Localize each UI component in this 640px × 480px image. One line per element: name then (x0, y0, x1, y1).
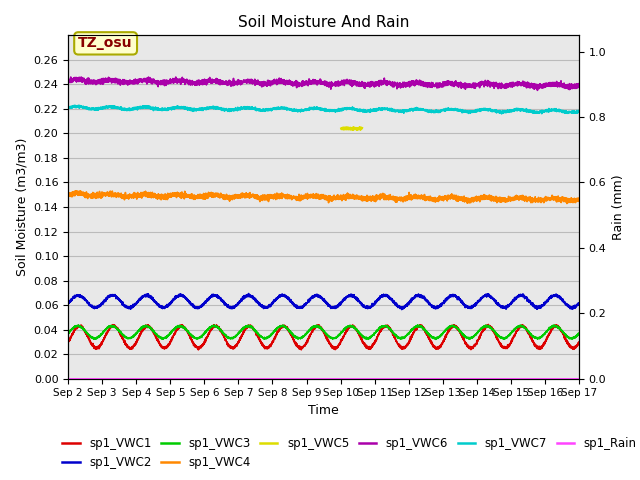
Title: Soil Moisture And Rain: Soil Moisture And Rain (238, 15, 409, 30)
sp1_Rain (156, 376, 164, 382)
sp1_VWC2 (575, 301, 582, 307)
sp1_VWC6 (410, 80, 417, 86)
sp1_Rain (575, 376, 582, 382)
X-axis label: Time: Time (308, 404, 339, 417)
sp1_VWC3 (575, 331, 582, 337)
Text: TZ_osu: TZ_osu (78, 36, 133, 50)
sp1_VWC6 (575, 84, 582, 89)
sp1_VWC2 (156, 303, 164, 309)
sp1_Rain (304, 376, 312, 382)
sp1_VWC4 (305, 192, 312, 198)
sp1_VWC2 (575, 301, 583, 307)
Legend: sp1_VWC1, sp1_VWC2, sp1_VWC3, sp1_VWC4, sp1_VWC5, sp1_VWC6, sp1_VWC7, sp1_Rain: sp1_VWC1, sp1_VWC2, sp1_VWC3, sp1_VWC4, … (57, 433, 640, 474)
Y-axis label: Rain (mm): Rain (mm) (612, 174, 625, 240)
sp1_VWC7 (156, 107, 164, 112)
Y-axis label: Soil Moisture (m3/m3): Soil Moisture (m3/m3) (15, 138, 28, 276)
sp1_VWC7 (438, 107, 445, 113)
Line: sp1_VWC7: sp1_VWC7 (68, 105, 579, 114)
sp1_Rain (64, 376, 72, 382)
sp1_VWC4 (467, 197, 475, 203)
sp1_VWC1 (467, 345, 475, 351)
sp1_VWC7 (64, 105, 72, 110)
sp1_VWC6 (305, 81, 312, 86)
Line: sp1_VWC6: sp1_VWC6 (68, 77, 579, 90)
sp1_VWC4 (410, 195, 417, 201)
sp1_VWC4 (563, 201, 571, 206)
sp1_VWC1 (195, 347, 202, 353)
sp1_VWC3 (74, 322, 82, 328)
sp1_VWC3 (64, 330, 72, 336)
sp1_VWC6 (67, 74, 75, 80)
sp1_VWC4 (575, 197, 583, 203)
sp1_VWC3 (432, 336, 440, 342)
Line: sp1_VWC1: sp1_VWC1 (68, 324, 579, 350)
sp1_VWC1 (410, 330, 417, 336)
sp1_VWC3 (156, 335, 164, 340)
sp1_Rain (467, 376, 474, 382)
sp1_VWC3 (410, 325, 417, 331)
sp1_VWC7 (575, 109, 582, 115)
sp1_VWC2 (410, 295, 417, 301)
sp1_VWC2 (244, 291, 252, 297)
sp1_Rain (575, 376, 583, 382)
sp1_VWC7 (575, 108, 583, 114)
sp1_VWC1 (156, 342, 164, 348)
sp1_VWC2 (398, 307, 406, 312)
sp1_VWC1 (64, 339, 72, 345)
Line: sp1_VWC2: sp1_VWC2 (68, 294, 579, 310)
sp1_VWC6 (467, 84, 475, 90)
sp1_VWC4 (156, 192, 164, 198)
sp1_VWC2 (64, 300, 72, 306)
sp1_VWC6 (575, 84, 583, 89)
sp1_VWC1 (575, 340, 582, 346)
sp1_VWC6 (438, 83, 445, 88)
sp1_VWC2 (438, 301, 445, 307)
sp1_Rain (410, 376, 417, 382)
sp1_VWC1 (305, 336, 312, 341)
sp1_VWC6 (534, 87, 541, 93)
sp1_VWC2 (305, 297, 312, 302)
sp1_VWC4 (438, 197, 445, 203)
sp1_VWC7 (305, 106, 312, 112)
sp1_VWC3 (438, 331, 445, 337)
sp1_VWC2 (467, 305, 475, 311)
Line: sp1_VWC3: sp1_VWC3 (68, 325, 579, 339)
sp1_VWC6 (64, 79, 72, 84)
sp1_VWC7 (410, 106, 417, 112)
sp1_VWC4 (575, 198, 582, 204)
Line: sp1_VWC4: sp1_VWC4 (68, 191, 579, 204)
sp1_VWC3 (305, 328, 312, 334)
sp1_VWC7 (467, 109, 475, 115)
sp1_VWC7 (71, 102, 79, 108)
sp1_VWC7 (498, 111, 506, 117)
sp1_VWC4 (72, 188, 79, 193)
sp1_VWC1 (575, 340, 583, 346)
sp1_Rain (438, 376, 445, 382)
sp1_VWC1 (484, 322, 492, 327)
sp1_VWC3 (467, 335, 475, 341)
sp1_VWC6 (156, 81, 164, 86)
sp1_VWC1 (438, 341, 445, 347)
sp1_VWC3 (575, 331, 583, 336)
sp1_VWC4 (64, 191, 72, 196)
Line: sp1_VWC5: sp1_VWC5 (342, 127, 362, 130)
